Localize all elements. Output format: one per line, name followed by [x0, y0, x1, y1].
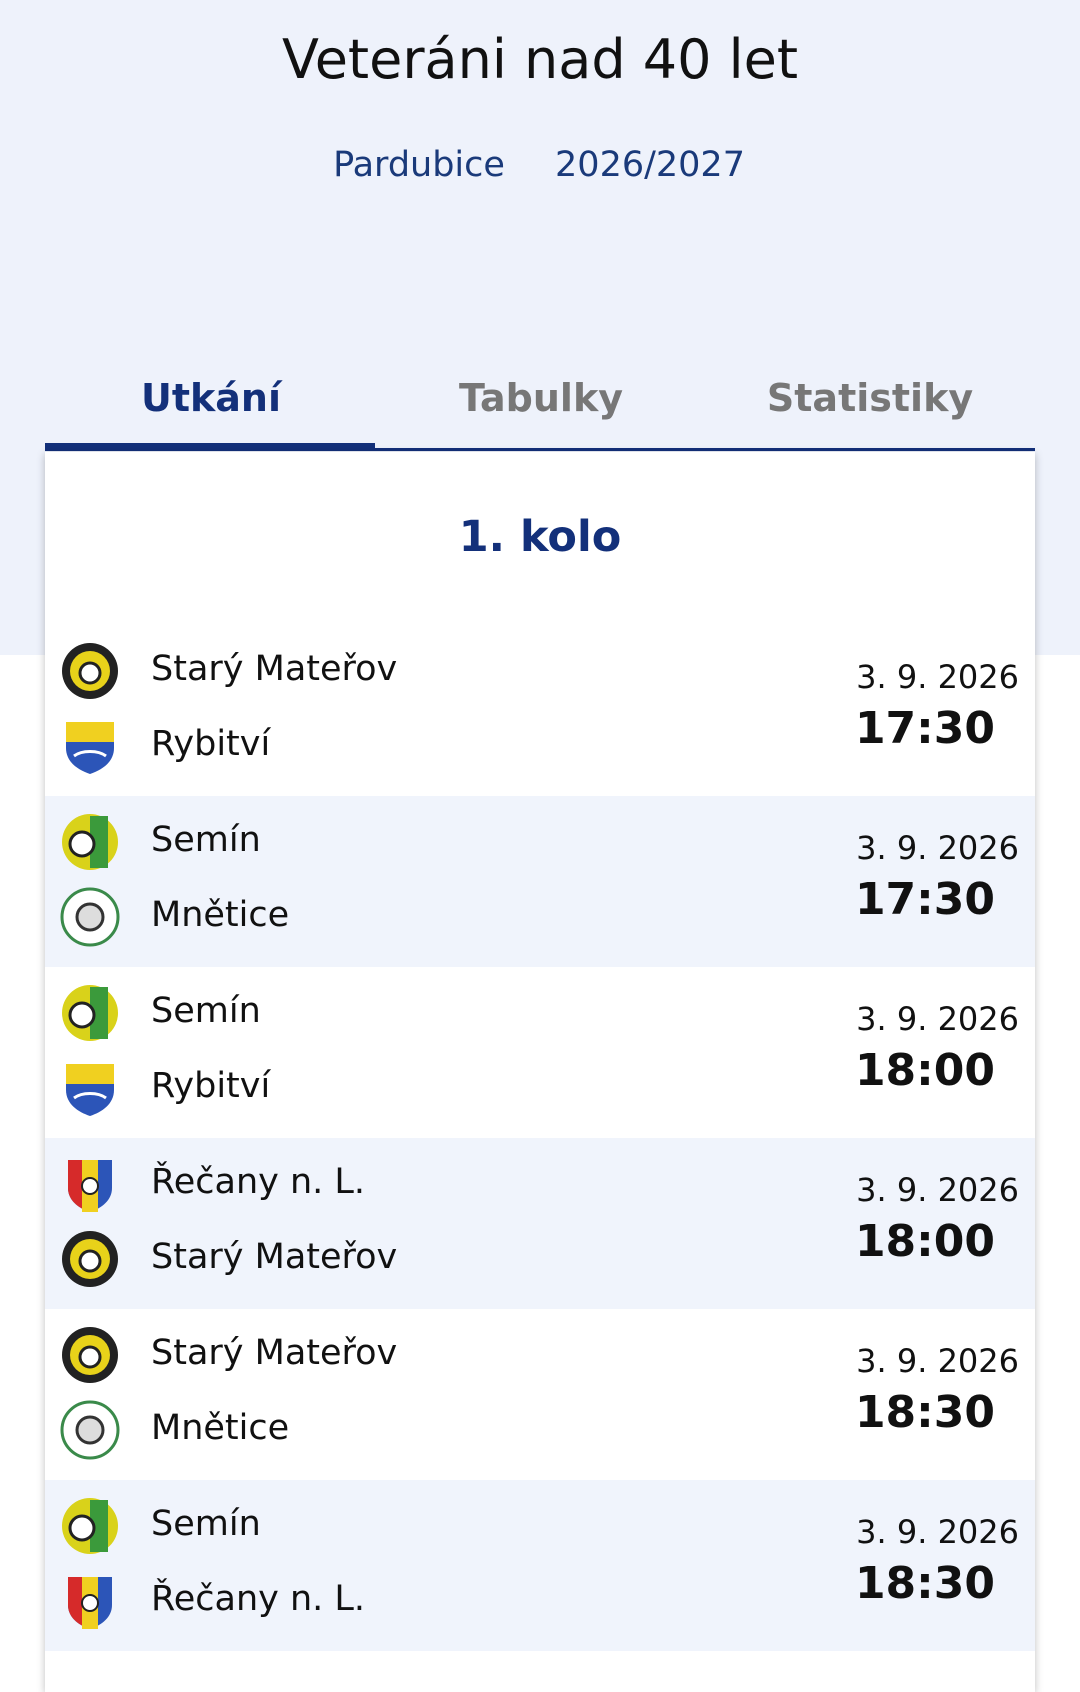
match-row[interactable]: Starý Mateřov Mnětice 3. 9. 2026 18:30: [45, 1309, 1035, 1480]
tab[interactable]: Tabulky: [459, 376, 623, 420]
team-name: Rybitví: [151, 1066, 271, 1106]
team-logo: [60, 1400, 120, 1460]
region[interactable]: Pardubice: [333, 145, 505, 185]
match-row[interactable]: Starý Mateřov Rybitví 3. 9. 2026 17:30: [45, 625, 1035, 796]
match-row[interactable]: Semín Rybitví 3. 9. 2026 18:00: [45, 967, 1035, 1138]
team-logo: [60, 1496, 120, 1556]
team-logo: [60, 716, 120, 776]
match-time: 18:30: [854, 1387, 995, 1438]
team-logo: [60, 1571, 120, 1631]
match-date: 3. 9. 2026: [856, 658, 1019, 696]
match-date: 3. 9. 2026: [856, 829, 1019, 867]
match-date: 3. 9. 2026: [856, 1342, 1019, 1380]
page-title: Veteráni nad 40 let: [281, 28, 799, 91]
team-logo: [60, 812, 120, 872]
team-name: Rybitví: [151, 724, 271, 764]
team-logo: [60, 887, 120, 947]
team-name: Starý Mateřov: [151, 649, 398, 689]
match-time: 18:00: [854, 1045, 995, 1096]
match-row[interactable]: Semín Mnětice 3. 9. 2026 17:30: [45, 796, 1035, 967]
match-time: 17:30: [854, 703, 995, 754]
match-time: 18:00: [854, 1216, 995, 1267]
team-name: Semín: [151, 991, 261, 1031]
team-name: Mnětice: [151, 895, 290, 935]
season[interactable]: 2026/2027: [555, 145, 745, 185]
team-logo: [60, 983, 120, 1043]
team-logo: [60, 641, 120, 701]
tab[interactable]: Utkání: [140, 376, 282, 420]
team-name: Starý Mateřov: [151, 1237, 398, 1277]
match-date: 3. 9. 2026: [856, 1171, 1019, 1209]
team-name: Řečany n. L.: [151, 1162, 366, 1202]
team-logo: [60, 1058, 120, 1118]
team-logo: [60, 1154, 120, 1214]
tab-line: [45, 448, 1035, 451]
match-row[interactable]: Semín Řečany n. L. 3. 9. 2026 18:30: [45, 1480, 1035, 1651]
tab[interactable]: Statistiky: [766, 376, 974, 420]
team-name: Semín: [151, 1504, 261, 1544]
team-logo: [60, 1325, 120, 1385]
team-name: Starý Mateřov: [151, 1333, 398, 1373]
tab-indicator: [45, 443, 375, 451]
match-time: 17:30: [854, 874, 995, 925]
match-time: 18:30: [854, 1558, 995, 1609]
match-date: 3. 9. 2026: [856, 1513, 1019, 1551]
team-name: Semín: [151, 820, 261, 860]
match-row[interactable]: Řečany n. L. Starý Mateřov 3. 9. 2026 18:00: [45, 1138, 1035, 1309]
team-name: Řečany n. L.: [151, 1579, 366, 1619]
team-logo: [60, 1229, 120, 1289]
team-name: Mnětice: [151, 1408, 290, 1448]
match-date: 3. 9. 2026: [856, 1000, 1019, 1038]
match-list: 1. kolo Starý Mateřov Rybitví 3. 9. 2026 17…: [45, 452, 1035, 1692]
round-title: 1. kolo: [458, 512, 622, 562]
